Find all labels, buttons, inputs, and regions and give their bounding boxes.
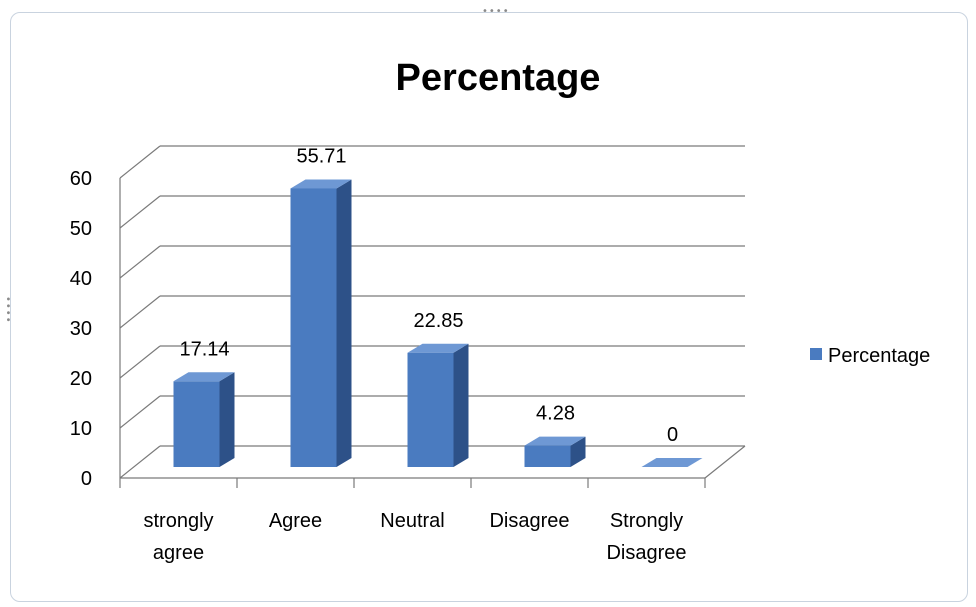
y-tick-label: 60: [70, 168, 92, 190]
data-label: 22.85: [413, 310, 463, 332]
side-gridline-50: [119, 195, 161, 229]
side-gridline-10: [119, 395, 161, 429]
x-tick-label: Strongly: [610, 510, 683, 532]
bar-0: [173, 381, 220, 467]
bar-side-1: [336, 179, 352, 467]
x-tick-label: Agree: [269, 510, 322, 532]
data-label: 17.14: [179, 338, 229, 360]
bar-side-2: [453, 343, 469, 467]
side-gridline-60: [119, 145, 161, 179]
bar-3: [524, 445, 571, 467]
x-tick-label: Disagree: [606, 542, 686, 564]
chart-frame[interactable]: [10, 12, 968, 602]
data-label: 0: [667, 424, 678, 446]
top-resize-handle[interactable]: ••••: [482, 6, 510, 17]
data-label: 55.71: [296, 145, 346, 167]
y-tick-label: 40: [70, 268, 92, 290]
y-tick-label: 30: [70, 318, 92, 340]
x-tick-label: agree: [153, 542, 204, 564]
side-gridline-40: [119, 245, 161, 279]
bar-1: [290, 188, 337, 467]
y-tick-label: 20: [70, 368, 92, 390]
bar-top-2: [407, 343, 469, 353]
y-tick-label: 0: [81, 468, 92, 490]
side-gridline-20: [119, 345, 161, 379]
legend-label: Percentage: [828, 345, 930, 367]
bar-top-4: [641, 458, 703, 467]
bar-top-3: [524, 436, 586, 446]
bar-top-0: [173, 372, 235, 382]
left-resize-handle[interactable]: ••••: [2, 296, 13, 324]
floor-right-edge: [704, 445, 746, 479]
bar-side-0: [219, 372, 235, 467]
side-gridline-0: [119, 445, 161, 479]
legend-swatch: [810, 348, 822, 360]
x-tick-label: strongly: [143, 510, 213, 532]
data-label: 4.28: [536, 403, 575, 425]
bar-2: [407, 352, 454, 467]
bar-side-3: [570, 436, 586, 467]
x-tick-label: Disagree: [489, 510, 569, 532]
y-tick-label: 50: [70, 218, 92, 240]
chart-title: Percentage: [396, 57, 601, 99]
side-gridline-30: [119, 295, 161, 329]
y-tick-label: 10: [70, 418, 92, 440]
bar-top-1: [290, 179, 352, 189]
x-tick-label: Neutral: [380, 510, 444, 532]
